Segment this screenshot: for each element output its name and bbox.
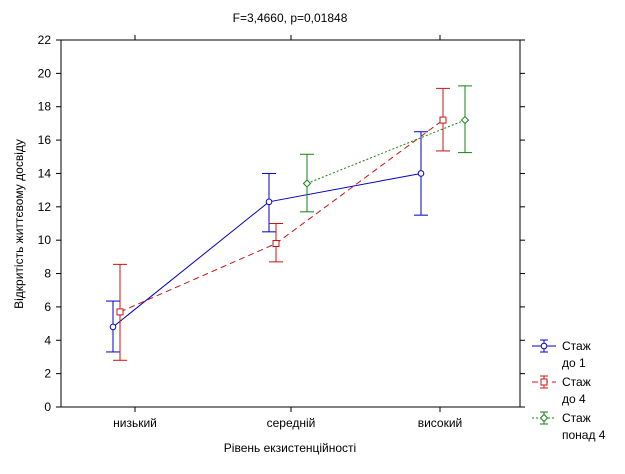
y-tick-label: 4 [44,333,51,347]
y-tick-label: 0 [44,400,51,414]
legend-label: до 4 [562,392,586,406]
series-3 [300,85,472,213]
y-tick-label: 6 [44,300,51,314]
y-tick-label: 8 [44,267,51,281]
legend-marker [539,413,549,423]
series-line [119,119,444,313]
legend-label: до 1 [562,356,586,370]
data-point [417,170,425,177]
series-line [306,119,466,184]
legend: Стаж до 1 Стаж до 4 Стаж понад 4 [532,339,606,442]
x-axis-label: Рівень екзистенційності [224,441,356,455]
y-tick-label: 18 [38,100,52,114]
y-tick-label: 2 [44,367,51,381]
legend-marker [540,378,548,386]
y-tick-label: 14 [38,166,52,180]
x-tick-label: низький [113,416,157,430]
data-point [116,308,124,316]
y-tick-label: 16 [38,133,52,147]
y-axis-label: Відкритість життєвому досвіду [12,139,26,309]
y-axis: 0 2 4 6 8 10 12 14 16 18 20 22 [38,33,525,414]
x-tick-label: високий [418,416,463,430]
legend-label: Стаж [562,339,591,353]
legend-item-3: Стаж понад 4 [532,411,606,442]
x-axis: низький середній високий [113,35,462,430]
data-point [272,240,280,248]
legend-label: понад 4 [562,428,606,442]
data-point [109,323,117,331]
legend-label: Стаж [562,411,591,425]
data-point [302,179,312,188]
legend-item-1: Стаж до 1 [532,339,591,370]
data-point [439,116,447,124]
y-tick-label: 20 [38,66,52,80]
series-line [112,172,422,328]
series-1 [106,131,428,353]
data-point [460,115,470,125]
series-layer [106,85,472,361]
x-tick-label: середній [267,416,316,430]
chart-title: F=3,4660, p=0,01848 [233,11,348,25]
y-tick-label: 12 [38,200,52,214]
y-tick-label: 10 [38,233,52,247]
series-2 [113,87,450,361]
legend-label: Стаж [562,375,591,389]
legend-item-2: Стаж до 4 [532,375,591,406]
legend-marker [540,342,548,350]
y-tick-label: 22 [38,33,52,47]
data-point [265,198,273,206]
plot-frame [60,39,521,408]
